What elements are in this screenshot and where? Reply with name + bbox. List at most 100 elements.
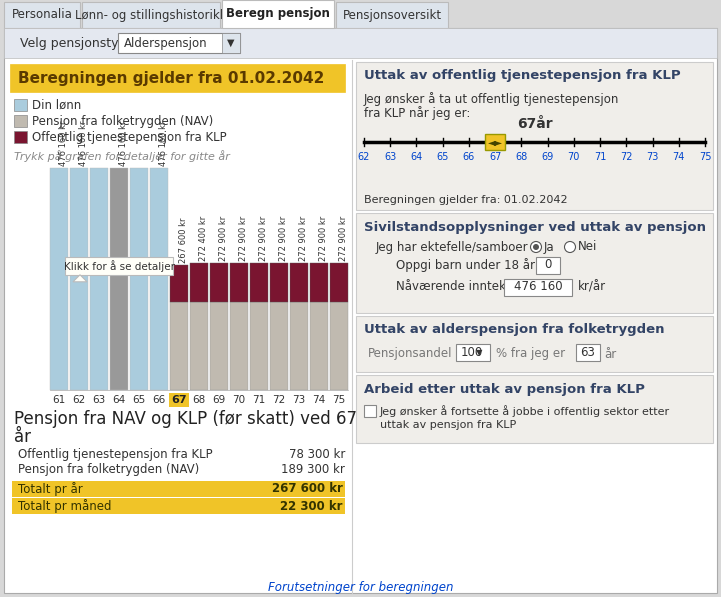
Text: 0: 0 bbox=[544, 259, 552, 272]
Text: 272 400 kr: 272 400 kr bbox=[199, 216, 208, 261]
Text: 272 900 kr: 272 900 kr bbox=[319, 216, 328, 261]
Text: Pensjon fra folketrygden (NAV): Pensjon fra folketrygden (NAV) bbox=[18, 463, 199, 476]
Text: kr/år: kr/år bbox=[578, 281, 606, 294]
Text: 78 300 kr: 78 300 kr bbox=[288, 448, 345, 461]
Bar bbox=[190, 263, 208, 301]
Text: Forutsetninger for beregningen: Forutsetninger for beregningen bbox=[267, 580, 454, 593]
Text: 75: 75 bbox=[699, 152, 711, 162]
Text: Jeg ønsker å fortsette å jobbe i offentlig sektor etter: Jeg ønsker å fortsette å jobbe i offentl… bbox=[380, 405, 670, 417]
Text: Pensjon fra NAV og KLP (før skatt) ved 67: Pensjon fra NAV og KLP (før skatt) ved 6… bbox=[14, 410, 357, 428]
Text: Uttak av alderspensjon fra folketrygden: Uttak av alderspensjon fra folketrygden bbox=[364, 324, 665, 337]
Circle shape bbox=[531, 242, 541, 253]
Bar bbox=[210, 301, 228, 390]
Bar bbox=[330, 301, 348, 390]
Text: 71: 71 bbox=[594, 152, 606, 162]
Bar bbox=[12, 481, 345, 497]
Bar bbox=[110, 168, 128, 390]
Text: 70: 70 bbox=[232, 395, 246, 405]
Text: Personalia: Personalia bbox=[12, 8, 72, 21]
Text: ▼: ▼ bbox=[227, 38, 235, 48]
Text: 64: 64 bbox=[410, 152, 423, 162]
Bar bbox=[250, 263, 268, 301]
Bar bbox=[170, 301, 188, 390]
Bar bbox=[170, 265, 188, 301]
Text: Totalt pr år: Totalt pr år bbox=[18, 482, 83, 496]
Text: 64: 64 bbox=[112, 395, 125, 405]
Text: Pensjonsoversikt: Pensjonsoversikt bbox=[342, 8, 441, 21]
Bar bbox=[4, 28, 717, 58]
Text: Din lønn: Din lønn bbox=[32, 99, 81, 112]
Circle shape bbox=[565, 242, 575, 253]
Text: 68: 68 bbox=[516, 152, 528, 162]
Bar bbox=[12, 498, 345, 514]
Bar bbox=[118, 33, 240, 53]
Bar bbox=[222, 33, 240, 53]
Text: 67: 67 bbox=[171, 395, 187, 405]
Text: Beregn pensjon: Beregn pensjon bbox=[226, 8, 330, 20]
Circle shape bbox=[533, 244, 539, 250]
Text: 272 900 kr: 272 900 kr bbox=[339, 216, 348, 261]
Bar bbox=[310, 263, 328, 301]
Bar bbox=[270, 263, 288, 301]
Text: Uttak av offentlig tjenestepensjon fra KLP: Uttak av offentlig tjenestepensjon fra K… bbox=[364, 69, 681, 82]
Text: ◄►: ◄► bbox=[487, 137, 503, 147]
Text: 65: 65 bbox=[436, 152, 449, 162]
Text: uttak av pensjon fra KLP: uttak av pensjon fra KLP bbox=[380, 420, 516, 430]
Text: 67år: 67år bbox=[517, 117, 552, 131]
Polygon shape bbox=[73, 275, 87, 282]
Bar bbox=[90, 168, 108, 390]
Bar bbox=[14, 99, 27, 111]
Text: 74: 74 bbox=[673, 152, 685, 162]
Text: 71: 71 bbox=[252, 395, 265, 405]
Bar bbox=[10, 64, 345, 92]
Text: 476 160 kr: 476 160 kr bbox=[159, 121, 168, 166]
Text: Pensjon fra folketrygden (NAV): Pensjon fra folketrygden (NAV) bbox=[32, 115, 213, 128]
Text: 476 160 kr: 476 160 kr bbox=[119, 121, 128, 166]
Bar bbox=[70, 168, 88, 390]
Text: 66: 66 bbox=[152, 395, 166, 405]
Text: 272 900 kr: 272 900 kr bbox=[239, 216, 248, 261]
Text: Sivilstandsopplysninger ved uttak av pensjon: Sivilstandsopplysninger ved uttak av pen… bbox=[364, 220, 706, 233]
Text: 68: 68 bbox=[193, 395, 205, 405]
Text: 272 900 kr: 272 900 kr bbox=[219, 216, 228, 261]
Text: år: år bbox=[14, 428, 31, 446]
Text: Offentlig tjenestepensjon fra KLP: Offentlig tjenestepensjon fra KLP bbox=[18, 448, 213, 461]
Bar bbox=[14, 131, 27, 143]
Bar bbox=[456, 344, 490, 361]
Text: 72: 72 bbox=[620, 152, 632, 162]
Text: Lønn- og stillingshistorikk: Lønn- og stillingshistorikk bbox=[75, 8, 227, 21]
Text: 22 300 kr: 22 300 kr bbox=[280, 500, 343, 512]
Text: Arbeid etter uttak av pensjon fra KLP: Arbeid etter uttak av pensjon fra KLP bbox=[364, 383, 645, 395]
Bar bbox=[536, 257, 560, 274]
Bar bbox=[356, 316, 713, 372]
Bar bbox=[356, 375, 713, 443]
Text: 61: 61 bbox=[53, 395, 66, 405]
Bar bbox=[14, 115, 27, 127]
Text: Beregningen gjelder fra: 01.02.2042: Beregningen gjelder fra: 01.02.2042 bbox=[364, 195, 567, 205]
Bar bbox=[356, 62, 713, 210]
Text: ▼: ▼ bbox=[476, 349, 482, 358]
Bar bbox=[504, 279, 572, 296]
Text: 72: 72 bbox=[273, 395, 286, 405]
Text: 476 160: 476 160 bbox=[513, 281, 562, 294]
Text: 63: 63 bbox=[92, 395, 105, 405]
Bar bbox=[230, 263, 248, 301]
Bar bbox=[485, 134, 505, 150]
Text: 73: 73 bbox=[646, 152, 659, 162]
Bar bbox=[270, 301, 288, 390]
Text: 267 600 kr: 267 600 kr bbox=[272, 482, 343, 496]
Text: Pensjonsandel: Pensjonsandel bbox=[368, 347, 453, 361]
Text: 62: 62 bbox=[72, 395, 86, 405]
Text: 272 900 kr: 272 900 kr bbox=[279, 216, 288, 261]
Text: 70: 70 bbox=[567, 152, 580, 162]
Bar bbox=[4, 2, 80, 28]
Bar bbox=[210, 263, 228, 301]
Text: 100: 100 bbox=[461, 346, 483, 359]
Bar bbox=[222, 0, 334, 28]
Bar bbox=[310, 301, 328, 390]
Text: 63: 63 bbox=[580, 346, 596, 359]
Bar bbox=[250, 301, 268, 390]
Text: Jeg ønsker å ta ut offentlig tjenestepensjon: Jeg ønsker å ta ut offentlig tjenestepen… bbox=[364, 92, 619, 106]
Text: 69: 69 bbox=[213, 395, 226, 405]
Bar bbox=[364, 405, 376, 417]
